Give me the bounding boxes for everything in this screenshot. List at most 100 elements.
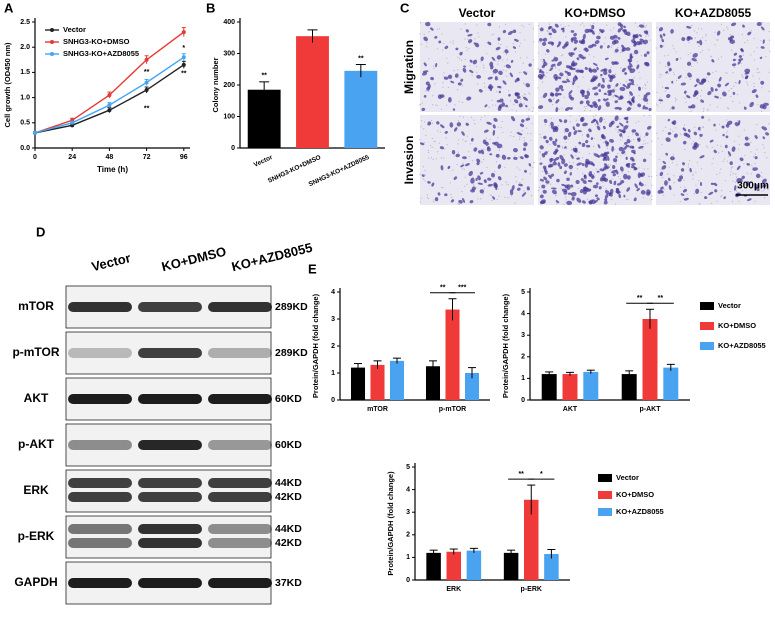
pore <box>679 200 681 203</box>
cell <box>515 92 519 96</box>
significance: ** <box>144 106 150 113</box>
pore <box>492 33 495 35</box>
pore <box>495 104 497 106</box>
cell <box>623 146 627 150</box>
pore <box>732 100 734 102</box>
cell <box>605 101 610 107</box>
cell <box>585 100 590 105</box>
pore <box>593 152 595 154</box>
pore <box>726 72 728 74</box>
legend-swatch <box>598 491 612 499</box>
cell <box>582 179 587 184</box>
cell <box>511 184 515 191</box>
pore <box>502 69 504 71</box>
pore <box>691 24 693 26</box>
pore <box>753 51 755 53</box>
cell <box>619 95 623 100</box>
pore <box>699 137 701 139</box>
pore <box>588 153 591 155</box>
pore <box>726 26 728 28</box>
pore <box>659 76 661 78</box>
cell <box>644 106 649 110</box>
cell <box>621 150 626 155</box>
pore <box>446 144 448 146</box>
micrograph <box>656 22 770 112</box>
cell <box>581 200 586 204</box>
pore <box>432 65 435 67</box>
pore <box>711 202 713 204</box>
pore <box>691 143 693 145</box>
pore <box>733 140 736 142</box>
pore <box>735 173 737 175</box>
bar <box>642 319 658 400</box>
cell <box>609 77 613 83</box>
pore <box>611 178 613 180</box>
cell <box>570 30 575 33</box>
pore <box>582 58 584 61</box>
pore <box>498 26 501 28</box>
pore <box>585 105 588 107</box>
cell <box>614 62 617 65</box>
cell <box>738 55 742 59</box>
pore <box>442 49 444 51</box>
pore <box>486 52 488 55</box>
cell <box>561 80 568 84</box>
pore <box>420 43 422 45</box>
cell <box>491 56 496 61</box>
pore <box>519 136 521 138</box>
pore <box>441 33 443 35</box>
pore <box>531 110 533 113</box>
cell <box>422 71 428 76</box>
pore <box>426 42 428 44</box>
pore <box>563 96 565 98</box>
cell <box>628 62 633 68</box>
y-tick-label: 0.5 <box>20 120 30 127</box>
cell <box>722 133 725 137</box>
pore <box>522 178 524 181</box>
pore <box>505 23 507 25</box>
cell <box>600 68 606 72</box>
pore <box>528 23 530 25</box>
pore <box>609 169 611 171</box>
pore <box>577 67 579 70</box>
y-tick-label: 100 <box>223 113 235 120</box>
cell <box>492 124 496 129</box>
pore <box>715 129 717 131</box>
pore <box>642 143 644 145</box>
pore <box>515 176 517 178</box>
cell <box>742 24 745 28</box>
cell <box>642 158 647 163</box>
pore <box>644 143 646 145</box>
pore <box>506 46 508 48</box>
cell <box>627 65 632 71</box>
cell <box>581 89 585 95</box>
pore <box>472 184 475 186</box>
pore <box>651 184 653 186</box>
cell <box>687 129 691 133</box>
cell <box>567 192 572 195</box>
cell <box>512 29 517 34</box>
pore <box>521 130 523 132</box>
pore <box>734 81 736 84</box>
pore <box>684 97 686 99</box>
y-tick-label: 0 <box>521 397 525 404</box>
pore <box>753 82 755 85</box>
pore <box>685 77 687 79</box>
cell <box>760 46 765 49</box>
cell <box>512 46 516 49</box>
pore <box>753 37 755 40</box>
cell <box>613 39 619 44</box>
pore <box>467 151 470 153</box>
legend-label: KO+DMSO <box>616 490 654 499</box>
pore <box>730 95 732 98</box>
y-tick-label: 0 <box>231 145 235 152</box>
significance: ** <box>261 73 267 80</box>
pore <box>565 199 567 201</box>
cell <box>573 47 577 51</box>
pore <box>756 47 758 49</box>
pore <box>490 194 492 196</box>
cell <box>727 151 732 157</box>
pore <box>443 157 445 159</box>
pore <box>423 142 425 144</box>
cell <box>461 131 465 136</box>
